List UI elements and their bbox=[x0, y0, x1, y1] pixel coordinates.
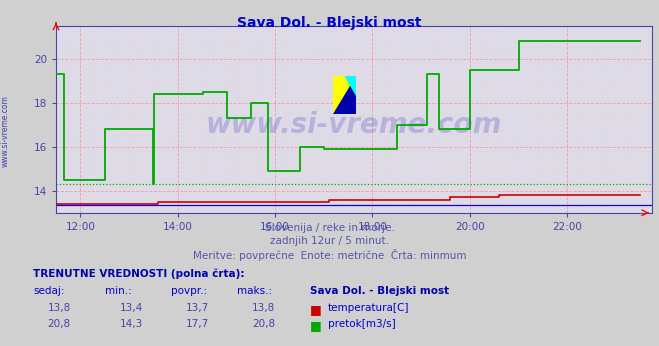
Text: TRENUTNE VREDNOSTI (polna črta):: TRENUTNE VREDNOSTI (polna črta): bbox=[33, 268, 244, 279]
Text: ■: ■ bbox=[310, 303, 322, 316]
Text: www.si-vreme.com: www.si-vreme.com bbox=[206, 111, 502, 139]
Text: Slovenija / reke in morje.: Slovenija / reke in morje. bbox=[264, 223, 395, 233]
Text: ■: ■ bbox=[310, 319, 322, 333]
Polygon shape bbox=[333, 76, 356, 114]
Text: povpr.:: povpr.: bbox=[171, 286, 208, 296]
Text: 13,8: 13,8 bbox=[252, 303, 275, 313]
Text: 13,7: 13,7 bbox=[186, 303, 210, 313]
Text: 20,8: 20,8 bbox=[47, 319, 71, 329]
Text: 14,3: 14,3 bbox=[120, 319, 144, 329]
Polygon shape bbox=[333, 76, 356, 114]
Polygon shape bbox=[345, 76, 356, 95]
Text: min.:: min.: bbox=[105, 286, 132, 296]
Text: 13,4: 13,4 bbox=[120, 303, 144, 313]
Text: pretok[m3/s]: pretok[m3/s] bbox=[328, 319, 396, 329]
Text: sedaj:: sedaj: bbox=[33, 286, 65, 296]
Text: 20,8: 20,8 bbox=[252, 319, 275, 329]
Text: 13,8: 13,8 bbox=[47, 303, 71, 313]
Text: 17,7: 17,7 bbox=[186, 319, 210, 329]
Text: maks.:: maks.: bbox=[237, 286, 272, 296]
Text: Sava Dol. - Blejski most: Sava Dol. - Blejski most bbox=[310, 286, 449, 296]
Text: Sava Dol. - Blejski most: Sava Dol. - Blejski most bbox=[237, 16, 422, 29]
Text: zadnjih 12ur / 5 minut.: zadnjih 12ur / 5 minut. bbox=[270, 236, 389, 246]
Text: Meritve: povprečne  Enote: metrične  Črta: minmum: Meritve: povprečne Enote: metrične Črta:… bbox=[192, 249, 467, 262]
Text: www.si-vreme.com: www.si-vreme.com bbox=[1, 95, 10, 167]
Text: temperatura[C]: temperatura[C] bbox=[328, 303, 410, 313]
